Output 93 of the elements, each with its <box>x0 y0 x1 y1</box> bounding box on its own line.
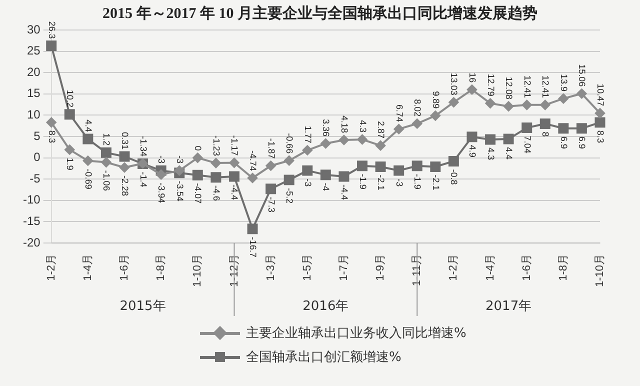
data-label: -0.69 <box>83 168 94 190</box>
data-label: 10.47 <box>596 84 606 106</box>
data-label: 0 <box>193 146 204 151</box>
x-tick-label: 1-5月 <box>301 254 314 281</box>
data-label: -4.07 <box>193 183 204 204</box>
data-label: -0.66 <box>284 133 295 154</box>
chart-title: 2015 年～2017 年 10 月主要企业与全国轴承出口同比增速发展趋势 <box>102 4 538 23</box>
data-label: 6.9 <box>558 136 569 149</box>
x-tick-label: 1-2月 <box>45 254 58 281</box>
data-label: 12.79 <box>486 74 496 96</box>
data-label: -1.87 <box>266 138 276 159</box>
data-label: 6.9 <box>577 136 588 149</box>
y-tick-label: 25 <box>26 44 41 58</box>
data-label: 4.9 <box>467 144 478 158</box>
data-label: -0.8 <box>449 169 460 185</box>
x-tick-label: 1-4月 <box>82 254 94 281</box>
data-label: 0.31 <box>120 132 130 150</box>
data-label: 4.3 <box>486 147 496 160</box>
data-label: 7.04 <box>522 136 532 154</box>
x-tick-label: 1-2月 <box>448 254 460 281</box>
data-label: 10.2 <box>65 90 76 108</box>
data-label: 4.3 <box>358 120 368 132</box>
data-label: 4.4 <box>504 147 514 160</box>
data-label: -1.4 <box>138 172 148 188</box>
data-label: 1.77 <box>302 126 313 144</box>
data-label: -1.23 <box>211 136 222 156</box>
data-label: -2.1 <box>376 174 386 190</box>
x-tick-label: 1-6月 <box>520 254 533 281</box>
data-label: 8.02 <box>412 99 423 117</box>
data-label: -3.54 <box>174 180 185 202</box>
data-label: 9.89 <box>430 91 441 109</box>
data-label: -2.28 <box>120 176 130 196</box>
y-tick-label: 0 <box>34 150 41 164</box>
x-tick-label: 1-7月 <box>338 254 350 281</box>
data-label: 12.41 <box>540 75 551 98</box>
data-label: -3 <box>394 178 404 187</box>
data-label: 26.3 <box>46 21 57 39</box>
data-label: -1.06 <box>102 170 112 191</box>
data-label: -4.4 <box>230 184 240 200</box>
data-label: -1.17 <box>230 135 240 156</box>
legend-label: 主要企业轴承出口业务收入同比增速% <box>246 325 466 342</box>
data-label: -4.6 <box>211 185 222 201</box>
text: 2015年 <box>120 299 166 314</box>
data-label: -2.1 <box>430 174 441 190</box>
text: 2017年 <box>486 299 532 314</box>
y-tick-label: 30 <box>26 22 41 36</box>
data-label: -1.9 <box>412 174 423 190</box>
data-label: 16 <box>467 72 478 83</box>
data-label: -4 <box>321 182 332 191</box>
data-label: 1.2 <box>102 133 112 146</box>
data-label: -3.94 <box>156 182 167 204</box>
data-label: -3 <box>156 156 167 164</box>
y-tick-label: 20 <box>26 64 41 79</box>
y-tick-label: -20 <box>23 235 41 250</box>
data-label: -3 <box>302 178 313 187</box>
x-tick-label: 1-9月 <box>374 254 387 281</box>
x-tick-label: 1-8月 <box>557 254 570 281</box>
y-tick-label: 5 <box>34 128 41 143</box>
x-tick-label: 1-10月 <box>594 254 606 288</box>
x-tick-label: 1-3月 <box>264 254 277 281</box>
data-label: 15.06 <box>577 64 588 87</box>
data-label: 12.41 <box>522 75 532 98</box>
y-tick-label: -10 <box>23 192 41 207</box>
data-label: -3 <box>174 156 185 164</box>
x-tick-label: 1-4月 <box>484 254 496 281</box>
x-tick-label: 1-8月 <box>155 254 168 281</box>
x-tick-label: 1-6月 <box>118 254 131 281</box>
data-label: -7.3 <box>266 196 276 212</box>
data-label: -16.7 <box>248 236 258 258</box>
data-label: 1.9 <box>65 158 76 170</box>
data-label: -4.74 <box>248 150 258 171</box>
data-label: 8.3 <box>46 130 57 143</box>
data-label: 4.4 <box>83 120 94 132</box>
data-label: 4.18 <box>339 115 350 133</box>
data-label: 3.36 <box>321 118 332 136</box>
data-label: 2.87 <box>376 121 386 139</box>
legend-label: 全国轴承出口创汇额增速% <box>246 349 402 366</box>
data-label: 13.9 <box>558 74 569 92</box>
data-label: 8.3 <box>596 130 606 143</box>
y-tick-label: 10 <box>26 108 41 122</box>
data-label: 8 <box>540 132 551 137</box>
data-label: -1.9 <box>358 174 368 190</box>
data-label: -1.34 <box>138 136 148 156</box>
data-label: -4.4 <box>339 184 350 200</box>
data-label: 6.74 <box>394 104 404 122</box>
data-label: 13.03 <box>449 72 460 96</box>
text: 2016年 <box>302 299 349 314</box>
y-tick-label: -15 <box>23 214 41 228</box>
x-tick-label: 1-10月 <box>192 254 204 288</box>
data-label: 12.08 <box>504 76 514 100</box>
y-tick-label: 15 <box>26 86 41 100</box>
y-tick-label: -5 <box>30 171 41 186</box>
data-label: -5.2 <box>284 188 295 204</box>
